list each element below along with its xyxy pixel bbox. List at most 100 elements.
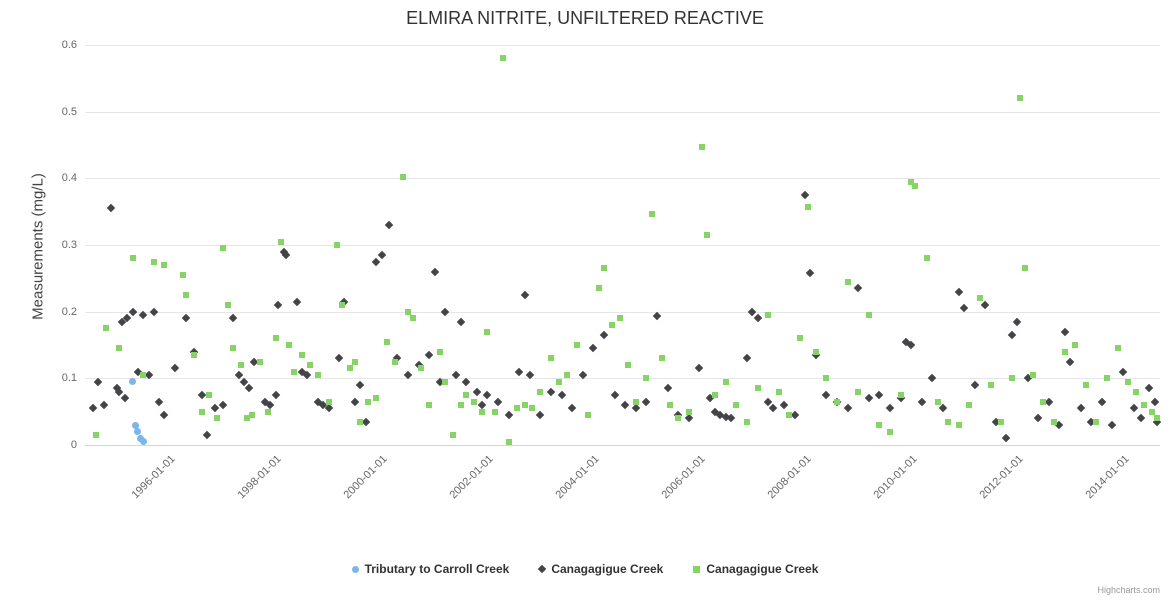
- data-point-series-1: [456, 317, 466, 326]
- data-point-series-1: [906, 340, 916, 350]
- data-point-series-2: [365, 398, 372, 405]
- data-point-series-1: [334, 354, 344, 363]
- data-point-series-1: [271, 390, 280, 400]
- data-point-series-2: [595, 285, 602, 292]
- data-point-series-1: [430, 267, 439, 276]
- data-point-series-2: [698, 144, 705, 150]
- data-point-series-2: [450, 432, 457, 438]
- data-point-series-1: [181, 314, 190, 323]
- y-tick-label: 0.5: [61, 105, 77, 118]
- data-point-series-1: [557, 390, 566, 400]
- data-point-series-2: [775, 388, 782, 395]
- square-marker-icon: [693, 565, 701, 573]
- data-point-series-0: [134, 428, 142, 436]
- data-point-series-2: [224, 302, 231, 308]
- x-tick-label: 1996-01-01: [129, 453, 179, 502]
- data-point-series-1: [853, 284, 863, 293]
- data-point-series-2: [352, 358, 359, 365]
- y-tick-label: 0.4: [61, 172, 77, 185]
- data-point-series-2: [426, 402, 433, 408]
- data-point-series-2: [92, 432, 99, 438]
- data-point-series-2: [865, 312, 872, 318]
- y-tick-label: 0.1: [61, 372, 77, 385]
- data-point-series-1: [1012, 317, 1022, 326]
- data-point-series-0: [129, 378, 137, 386]
- x-tick-label: 2002-01-01: [447, 453, 496, 502]
- data-point-series-2: [357, 418, 364, 425]
- x-tick-label: 2010-01-01: [871, 453, 920, 502]
- data-point-series-2: [391, 358, 398, 365]
- data-point-series-1: [424, 350, 434, 360]
- data-point-series-1: [170, 364, 180, 373]
- data-point-series-2: [140, 372, 147, 378]
- data-point-series-1: [610, 390, 619, 400]
- data-point-series-2: [966, 402, 973, 408]
- data-point-series-1: [1002, 434, 1011, 443]
- y-gridline: [85, 245, 1160, 246]
- data-point-series-2: [291, 368, 298, 375]
- data-point-series-2: [585, 412, 592, 418]
- data-point-series-2: [563, 372, 570, 378]
- legend-item-2[interactable]: Canagagigue Creek: [693, 562, 818, 576]
- data-point-series-1: [800, 190, 810, 200]
- legend-label: Canagagigue Creek: [551, 562, 664, 576]
- data-point-series-2: [230, 345, 237, 352]
- data-point-series-2: [405, 308, 412, 315]
- data-point-series-1: [980, 300, 990, 310]
- data-point-series-2: [182, 292, 189, 298]
- data-point-series-1: [244, 384, 254, 393]
- data-point-series-1: [229, 314, 238, 323]
- data-point-series-1: [210, 404, 219, 413]
- data-point-series-2: [129, 255, 136, 262]
- data-point-series-2: [955, 422, 962, 428]
- data-point-series-2: [1104, 375, 1111, 382]
- credits-link[interactable]: Highcharts.com: [1097, 585, 1160, 595]
- data-point-series-2: [796, 335, 803, 342]
- diamond-marker-icon: [538, 564, 547, 574]
- data-point-series-2: [214, 415, 221, 422]
- data-point-series-1: [726, 414, 736, 423]
- data-point-series-2: [704, 232, 711, 238]
- data-point-series-2: [457, 402, 464, 408]
- data-point-series-1: [1137, 414, 1146, 423]
- data-point-series-1: [864, 394, 873, 403]
- data-point-series-1: [120, 394, 129, 403]
- chart-title: ELMIRA NITRITE, UNFILTERED REACTIVE: [406, 8, 764, 28]
- data-point-series-2: [198, 408, 205, 415]
- data-point-series-2: [505, 438, 512, 445]
- data-point-series-2: [521, 402, 528, 408]
- data-point-series-1: [599, 330, 609, 340]
- data-point-series-1: [160, 410, 169, 420]
- y-gridline: [85, 111, 1160, 113]
- data-point-series-2: [1008, 375, 1015, 382]
- legend-item-1[interactable]: Canagagigue Creek: [538, 562, 664, 576]
- data-point-series-1: [589, 344, 598, 353]
- data-point-series-1: [1150, 397, 1159, 406]
- data-point-series-2: [754, 385, 761, 392]
- data-point-series-2: [463, 392, 470, 398]
- data-point-series-1: [377, 250, 386, 260]
- data-point-series-1: [1129, 404, 1138, 413]
- data-point-series-1: [1108, 420, 1117, 430]
- data-point-series-2: [1093, 418, 1100, 425]
- data-point-series-1: [292, 297, 302, 306]
- data-point-series-1: [372, 257, 381, 266]
- data-point-series-1: [663, 384, 672, 393]
- data-point-series-2: [500, 55, 507, 62]
- x-tick-label: 2008-01-01: [765, 453, 814, 502]
- circle-marker-icon: [351, 565, 359, 573]
- data-point-series-1: [769, 404, 778, 413]
- x-tick-label: 2000-01-01: [341, 453, 391, 502]
- data-point-series-2: [484, 328, 491, 335]
- data-point-series-2: [1029, 372, 1036, 378]
- data-point-series-1: [631, 404, 640, 413]
- data-point-series-1: [1076, 404, 1085, 413]
- data-point-series-1: [822, 390, 831, 400]
- x-tick-label: 2014-01-01: [1083, 453, 1132, 502]
- data-point-series-2: [733, 402, 740, 408]
- legend-item-0[interactable]: Tributary to Carroll Creek: [351, 562, 509, 576]
- data-point-series-2: [876, 422, 883, 428]
- data-point-series-2: [722, 378, 729, 385]
- data-point-series-2: [1072, 342, 1079, 348]
- data-point-series-1: [1007, 330, 1016, 340]
